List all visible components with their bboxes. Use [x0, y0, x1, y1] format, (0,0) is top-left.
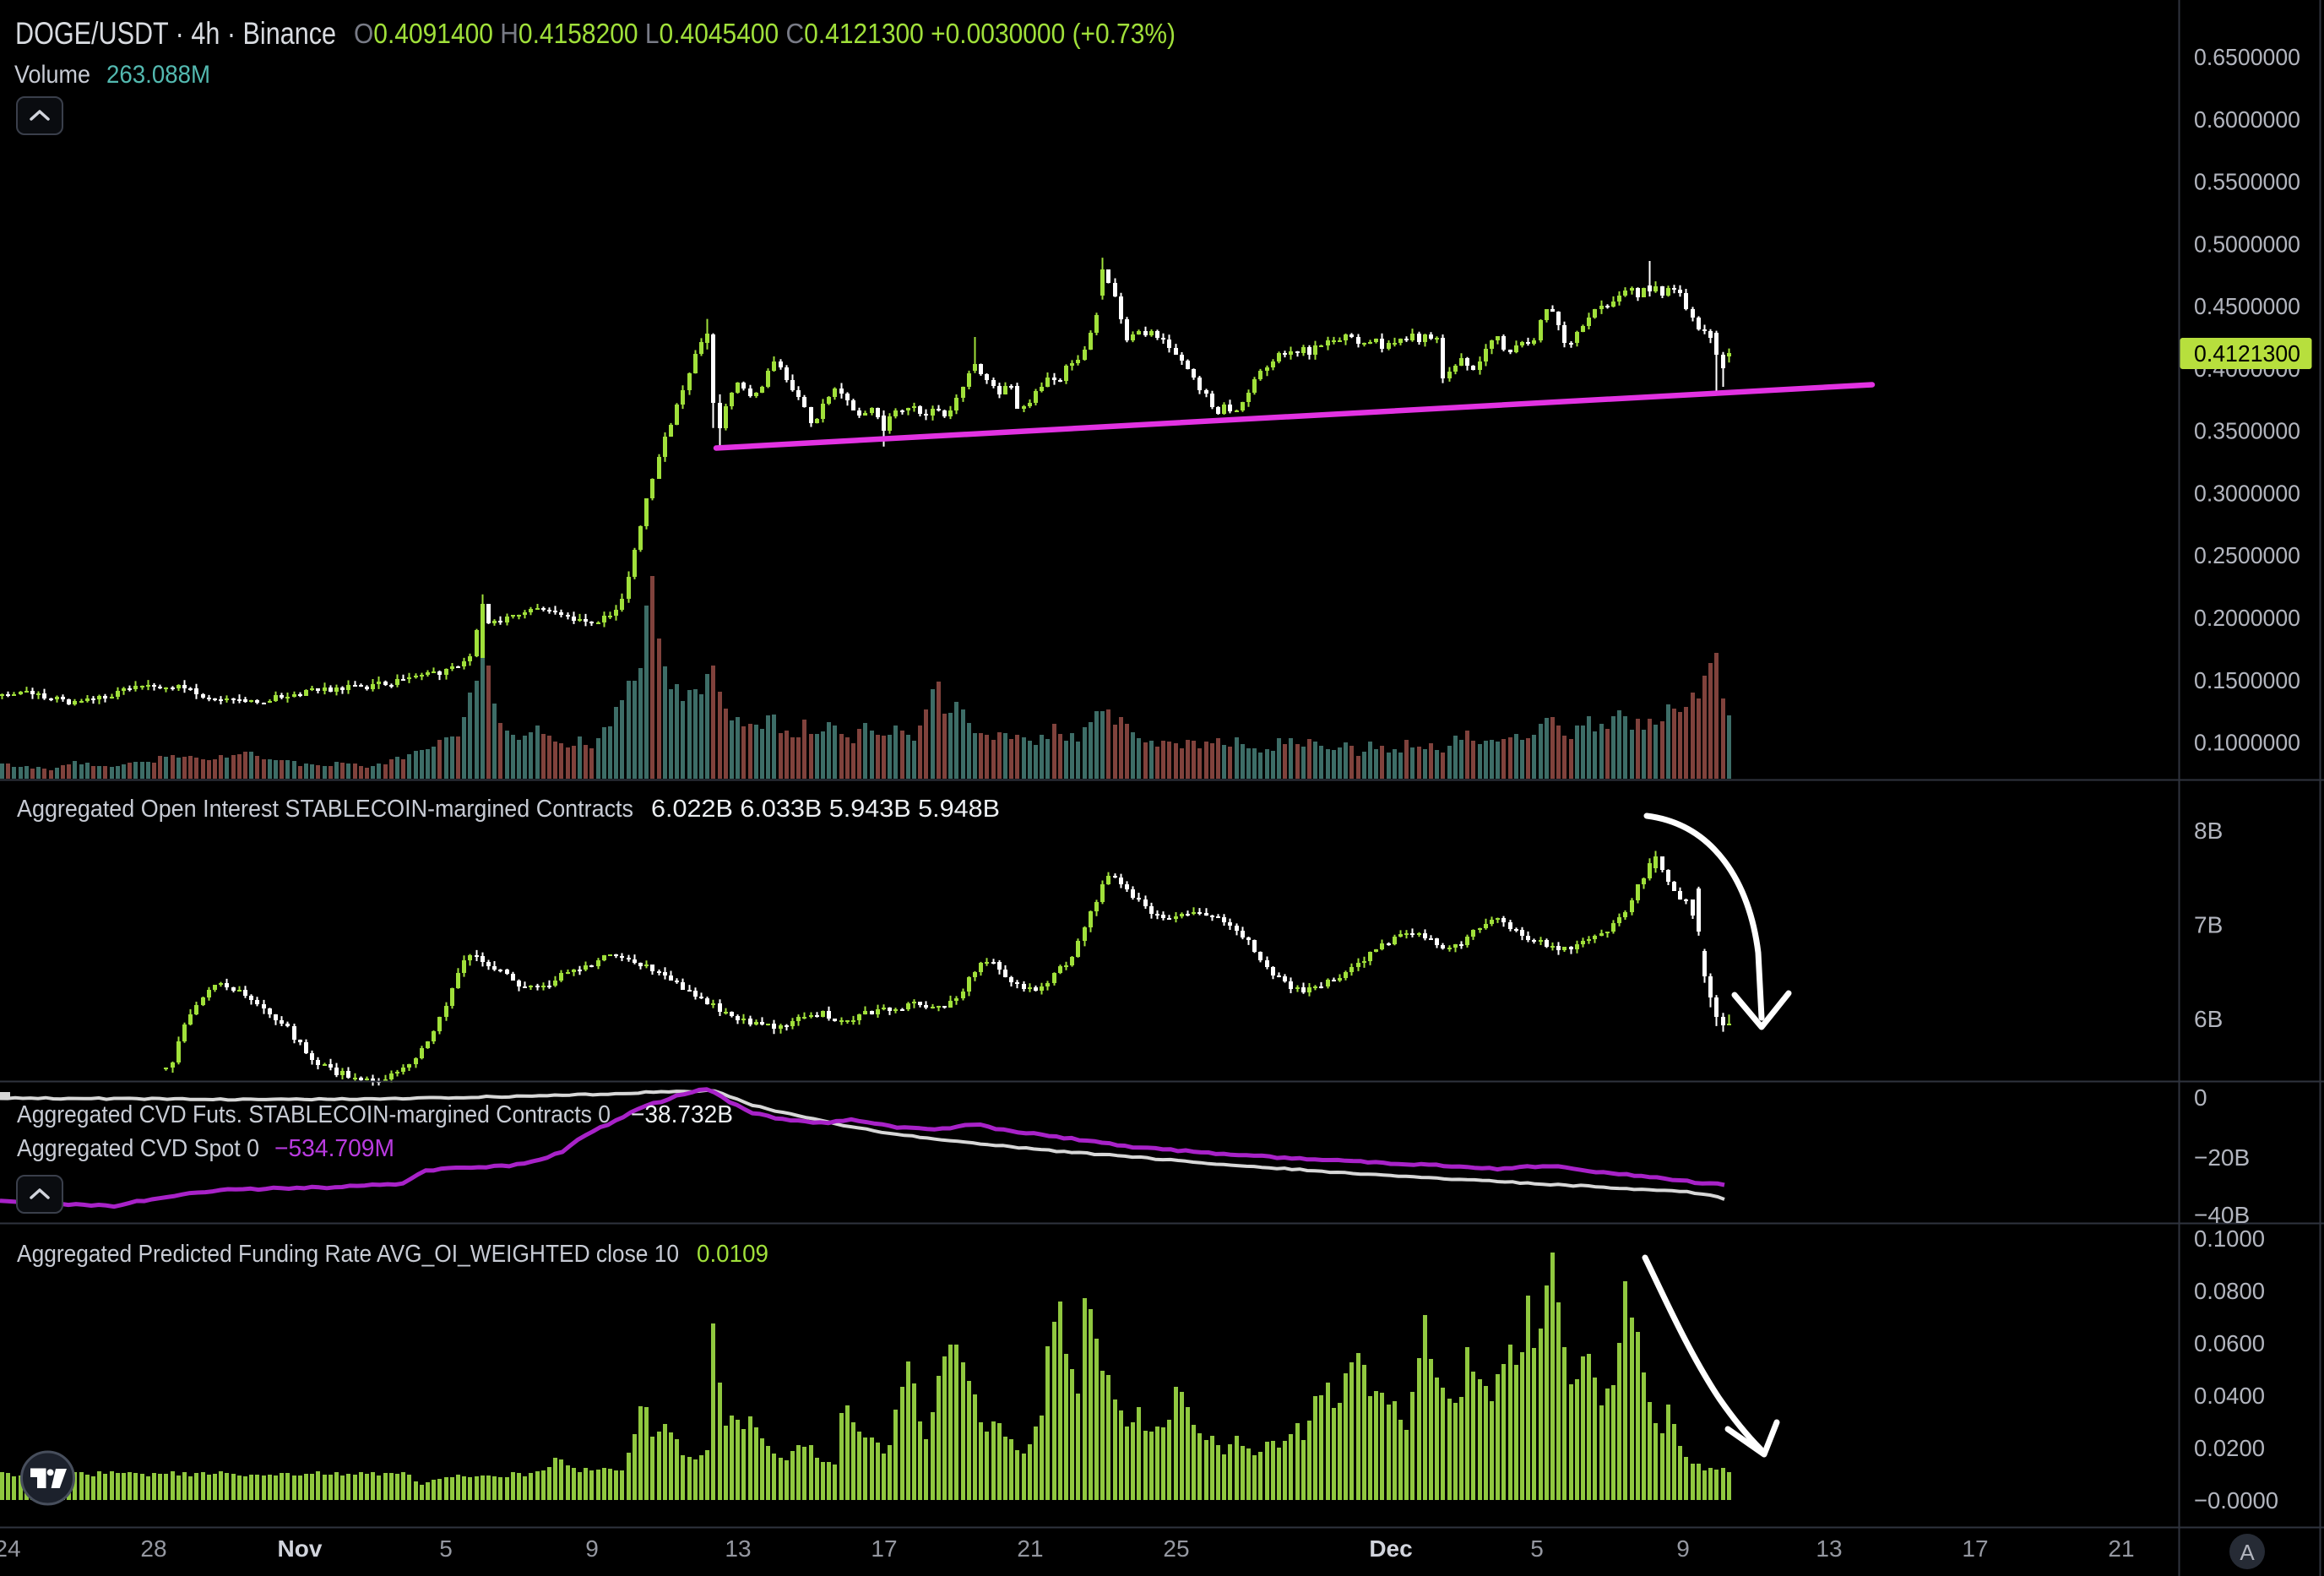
svg-text:0.3500000: 0.3500000: [2194, 418, 2300, 444]
svg-text:Nov: Nov: [278, 1535, 323, 1562]
svg-text:0.0400: 0.0400: [2194, 1383, 2265, 1409]
svg-text:6B: 6B: [2194, 1006, 2223, 1032]
svg-text:O0.4091400 H0.4158200 L0.40454: O0.4091400 H0.4158200 L0.4045400 C0.4121…: [354, 18, 1176, 49]
svg-text:28: 28: [140, 1535, 166, 1562]
svg-text:DOGE/USDT · 4h · Binance: DOGE/USDT · 4h · Binance: [15, 16, 336, 51]
svg-text:17: 17: [1962, 1535, 1988, 1562]
svg-text:0.0109: 0.0109: [697, 1241, 768, 1268]
svg-text:0.6000000: 0.6000000: [2194, 106, 2300, 133]
svg-text:0.0200: 0.0200: [2194, 1435, 2265, 1461]
svg-text:Aggregated CVD Futs. STABLECOI: Aggregated CVD Futs. STABLECOIN-margined…: [17, 1101, 611, 1128]
svg-text:0.4121300: 0.4121300: [2194, 340, 2300, 367]
svg-text:5: 5: [1530, 1535, 1544, 1562]
svg-text:Aggregated CVD Spot 0: Aggregated CVD Spot 0: [17, 1135, 259, 1162]
svg-text:0: 0: [2194, 1084, 2207, 1111]
svg-text:9: 9: [585, 1535, 599, 1562]
svg-text:0.6500000: 0.6500000: [2194, 44, 2300, 70]
svg-text:24: 24: [0, 1535, 21, 1562]
svg-text:−38.732B: −38.732B: [631, 1101, 733, 1128]
svg-text:Volume: Volume: [14, 61, 90, 89]
svg-text:A: A: [2240, 1540, 2255, 1565]
svg-text:0.3000000: 0.3000000: [2194, 480, 2300, 506]
svg-text:17: 17: [871, 1535, 897, 1562]
svg-text:7B: 7B: [2194, 912, 2223, 938]
svg-text:0.0800: 0.0800: [2194, 1278, 2265, 1304]
svg-text:0.1000: 0.1000: [2194, 1225, 2265, 1252]
svg-text:Aggregated Open Interest STABL: Aggregated Open Interest STABLECOIN-marg…: [17, 796, 633, 823]
svg-text:13: 13: [725, 1535, 751, 1562]
svg-text:13: 13: [1816, 1535, 1842, 1562]
svg-text:0.2000000: 0.2000000: [2194, 605, 2300, 631]
svg-text:0.0600: 0.0600: [2194, 1330, 2265, 1356]
svg-text:0.2500000: 0.2500000: [2194, 542, 2300, 568]
svg-text:8B: 8B: [2194, 818, 2223, 844]
svg-text:0.1500000: 0.1500000: [2194, 667, 2300, 693]
svg-text:Aggregated Predicted Funding R: Aggregated Predicted Funding Rate AVG_OI…: [17, 1241, 679, 1268]
svg-text:0.1000000: 0.1000000: [2194, 730, 2300, 756]
svg-text:0.5000000: 0.5000000: [2194, 231, 2300, 257]
svg-text:5: 5: [439, 1535, 453, 1562]
svg-text:21: 21: [2108, 1535, 2134, 1562]
svg-text:0.4500000: 0.4500000: [2194, 293, 2300, 319]
svg-text:−0.0000: −0.0000: [2194, 1487, 2278, 1514]
svg-text:6.022B 6.033B 5.943B 5.948B: 6.022B 6.033B 5.943B 5.948B: [651, 796, 1000, 823]
svg-text:−40B: −40B: [2194, 1202, 2250, 1228]
svg-text:9: 9: [1676, 1535, 1690, 1562]
svg-text:−20B: −20B: [2194, 1144, 2250, 1171]
svg-text:263.088M: 263.088M: [106, 61, 210, 89]
svg-text:21: 21: [1017, 1535, 1043, 1562]
svg-text:0.5500000: 0.5500000: [2194, 169, 2300, 195]
svg-text:25: 25: [1163, 1535, 1189, 1562]
svg-text:Dec: Dec: [1369, 1535, 1412, 1562]
svg-text:−534.709M: −534.709M: [274, 1135, 394, 1162]
